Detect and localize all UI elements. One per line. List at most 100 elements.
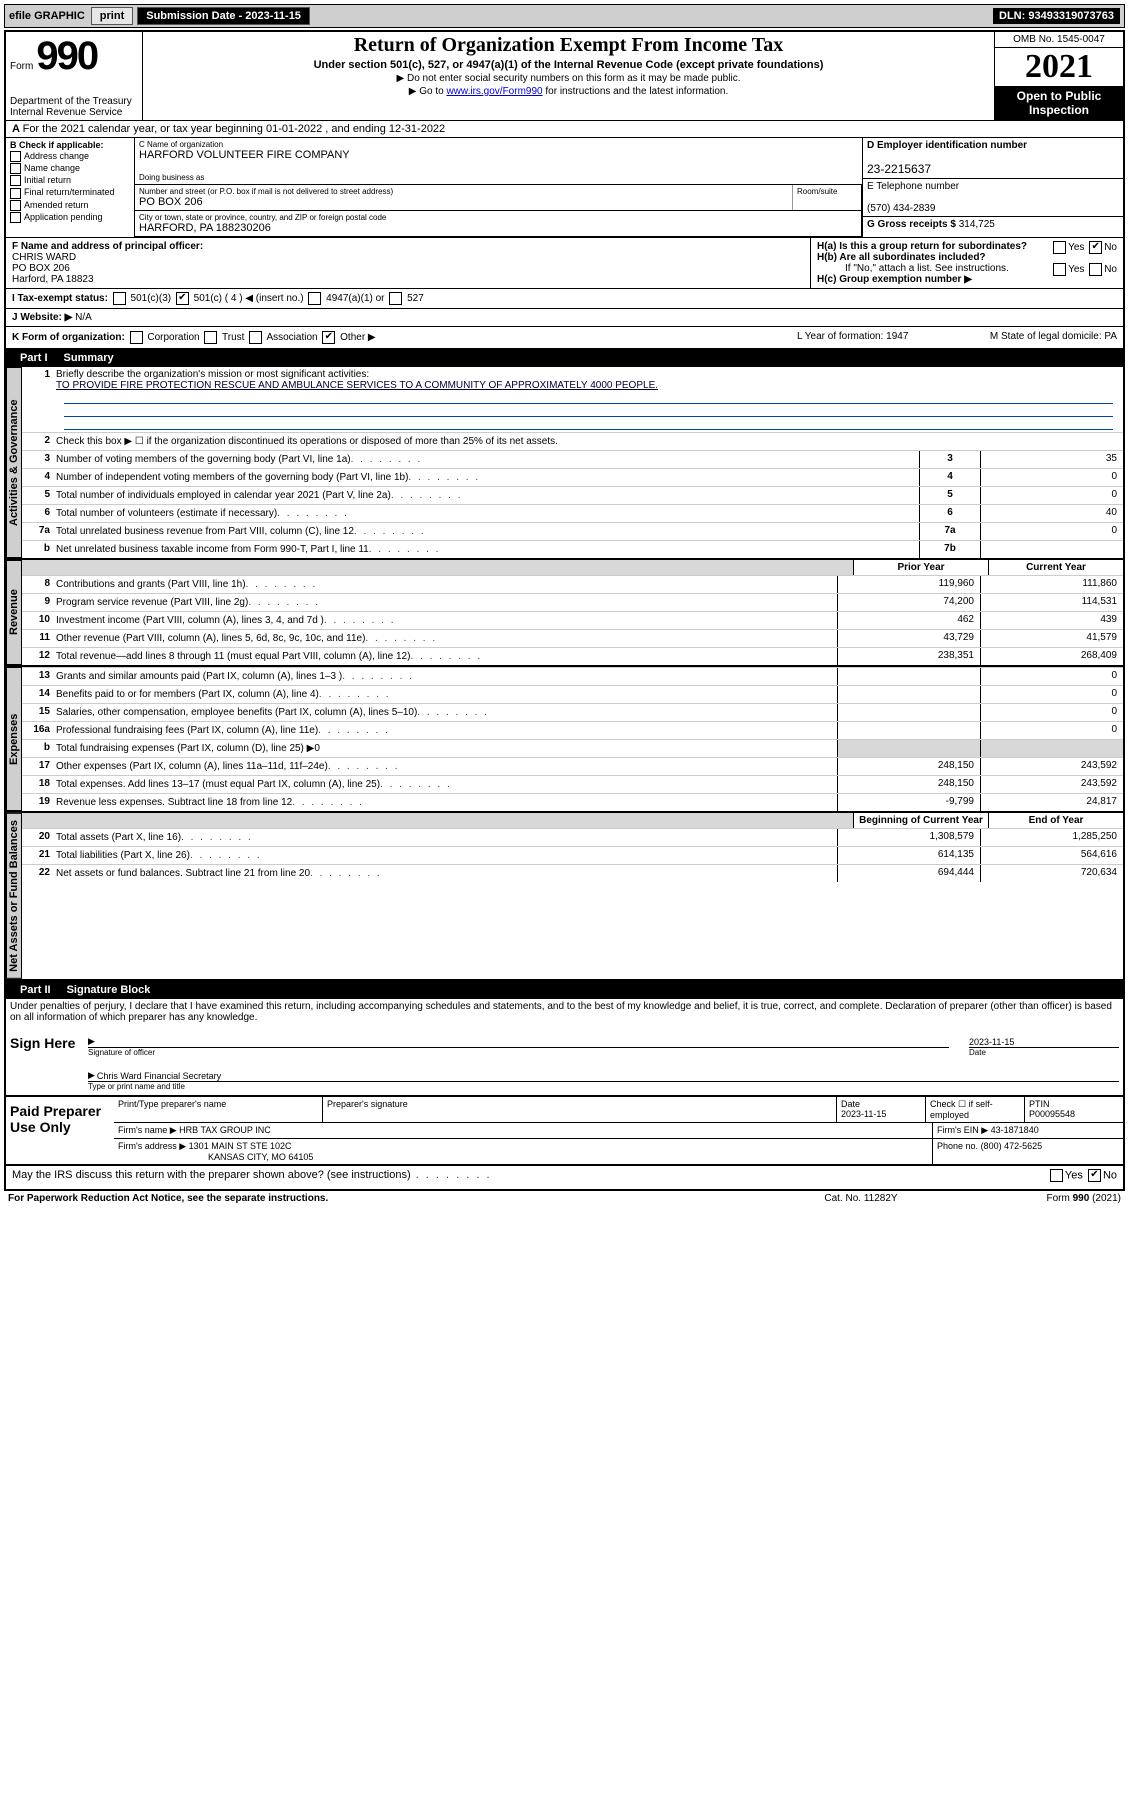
chk-501c3[interactable] (113, 292, 126, 305)
h-c-label: H(c) Group exemption number ▶ (817, 274, 972, 285)
note2-post: for instructions and the latest informat… (543, 86, 729, 97)
chk-address[interactable]: Address change (10, 151, 130, 162)
omb-number: OMB No. 1545-0047 (995, 32, 1123, 48)
row-j: J Website: ▶ N/A (6, 309, 1123, 327)
officer-addr1: PO BOX 206 (12, 263, 70, 274)
chk-other[interactable] (322, 331, 335, 344)
gov-row: 3 Number of voting members of the govern… (22, 450, 1123, 468)
row-f-h: F Name and address of principal officer:… (6, 238, 1123, 289)
org-name-box: C Name of organization HARFORD VOLUNTEER… (135, 138, 862, 185)
efile-label: efile GRAPHIC (9, 10, 85, 22)
signature-block: Sign Here Signature of officer 2023-11-1… (6, 1025, 1123, 1097)
dept-treasury: Department of the Treasury Internal Reve… (10, 96, 132, 118)
paid-preparer-block: Paid Preparer Use Only Print/Type prepar… (6, 1097, 1123, 1165)
address-box: Number and street (or P.O. box if mail i… (135, 185, 862, 211)
submission-date: Submission Date - 2023-11-15 (137, 7, 310, 25)
gov-row: 5 Total number of individuals employed i… (22, 486, 1123, 504)
open-to-public: Open to Public Inspection (995, 86, 1123, 120)
table-row: 19 Revenue less expenses. Subtract line … (22, 793, 1123, 811)
city-label: City or town, state or province, country… (139, 213, 857, 222)
firm-addr-label: Firm's address ▶ (118, 1141, 186, 1151)
section-expenses: Expenses 13 Grants and similar amounts p… (6, 667, 1123, 813)
officer-name: CHRIS WARD (12, 252, 76, 263)
part-1-header: Part I Summary (6, 349, 1123, 367)
dln-value: DLN: 93493319073763 (993, 8, 1120, 24)
chk-4947[interactable] (308, 292, 321, 305)
sign-here-label: Sign Here (6, 1025, 84, 1095)
part-1-title: Summary (64, 352, 114, 364)
col-b-checkboxes: B Check if applicable: Address change Na… (6, 138, 135, 237)
principal-officer: F Name and address of principal officer:… (6, 238, 810, 288)
table-row: 11 Other revenue (Part VIII, column (A),… (22, 629, 1123, 647)
footer-right: Form 990 (2021) (961, 1193, 1121, 1204)
suite-label: Room/suite (797, 187, 857, 196)
tab-net-assets: Net Assets or Fund Balances (6, 813, 22, 979)
501c-insert: 501(c) ( 4 ) ◀ (insert no.) (194, 293, 304, 304)
mission-text: TO PROVIDE FIRE PROTECTION RESCUE AND AM… (56, 380, 658, 391)
officer-signature-line[interactable] (88, 1029, 949, 1048)
col-begin: Beginning of Current Year (853, 813, 988, 828)
discuss-no[interactable] (1088, 1169, 1101, 1182)
chk-pending[interactable]: Application pending (10, 212, 130, 223)
firm-addr1: 1301 MAIN ST STE 102C (189, 1141, 292, 1151)
section-net-assets: Net Assets or Fund Balances Beginning of… (6, 813, 1123, 981)
gross-value: 314,725 (959, 219, 995, 230)
chk-name[interactable]: Name change (10, 163, 130, 174)
firm-addr2: KANSAS CITY, MO 64105 (208, 1152, 313, 1162)
l1-label: Briefly describe the organization's miss… (56, 369, 369, 380)
table-row: 16a Professional fundraising fees (Part … (22, 721, 1123, 739)
website-value: N/A (75, 312, 92, 323)
chk-527[interactable] (389, 292, 402, 305)
officer-label: F Name and address of principal officer: (12, 241, 203, 252)
type-name-label: Type or print name and title (88, 1082, 1119, 1091)
formation-year: L Year of formation: 1947 (797, 331, 947, 344)
chk-amended[interactable]: Amended return (10, 200, 130, 211)
table-row: 21 Total liabilities (Part X, line 26) 6… (22, 846, 1123, 864)
name-title-line: Chris Ward Financial Secretary (88, 1063, 1119, 1082)
table-row: 17 Other expenses (Part IX, column (A), … (22, 757, 1123, 775)
table-row: 15 Salaries, other compensation, employe… (22, 703, 1123, 721)
addr-label: Number and street (or P.O. box if mail i… (139, 187, 788, 196)
ptin-value: P00095548 (1029, 1109, 1075, 1119)
table-row: 9 Program service revenue (Part VIII, li… (22, 593, 1123, 611)
chk-initial[interactable]: Initial return (10, 175, 130, 186)
table-row: b Total fundraising expenses (Part IX, c… (22, 739, 1123, 757)
form-header: Form 990 Department of the Treasury Inte… (6, 32, 1123, 121)
footer-left: For Paperwork Reduction Act Notice, see … (8, 1193, 761, 1204)
firm-phone-label: Phone no. (937, 1141, 978, 1151)
col-right: D Employer identification number 23-2215… (862, 138, 1123, 237)
ein-label: D Employer identification number (867, 140, 1027, 151)
status-label: I Tax-exempt status: (12, 293, 108, 304)
gross-receipts-box: G Gross receipts $ 314,725 (863, 217, 1123, 232)
chk-assoc[interactable] (249, 331, 262, 344)
print-button[interactable]: print (91, 7, 133, 25)
form-title: Return of Organization Exempt From Incom… (149, 34, 988, 57)
paid-preparer-label: Paid Preparer Use Only (6, 1097, 114, 1164)
org-name-value: HARFORD VOLUNTEER FIRE COMPANY (139, 149, 858, 161)
row-i: I Tax-exempt status: 501(c)(3) 501(c) ( … (6, 289, 1123, 309)
phone-box: E Telephone number (570) 434-2839 (863, 179, 1123, 217)
top-bar: efile GRAPHIC print Submission Date - 20… (4, 4, 1125, 28)
discuss-yes[interactable] (1050, 1169, 1063, 1182)
rev-col-head: Prior Year Current Year (22, 560, 1123, 575)
table-row: 12 Total revenue—add lines 8 through 11 … (22, 647, 1123, 665)
gov-row: b Net unrelated business taxable income … (22, 540, 1123, 558)
ein-value: 23-2215637 (867, 162, 931, 176)
dba-label: Doing business as (139, 173, 858, 182)
h-b-label: H(b) Are all subordinates included? (817, 252, 986, 263)
chk-corp[interactable] (130, 331, 143, 344)
l2-text: Check this box ▶ ☐ if the organization d… (54, 433, 1123, 450)
chk-final[interactable]: Final return/terminated (10, 187, 130, 198)
domicile-state: M State of legal domicile: PA (947, 331, 1117, 344)
part-2-header: Part II Signature Block (6, 981, 1123, 999)
firm-phone: (800) 472-5625 (981, 1141, 1043, 1151)
pt-check[interactable]: Check ☐ if self-employed (926, 1097, 1025, 1122)
sig-officer-label: Signature of officer (88, 1048, 949, 1057)
table-row: 10 Investment income (Part VIII, column … (22, 611, 1123, 629)
irs-link[interactable]: www.irs.gov/Form990 (446, 86, 542, 97)
header-center: Return of Organization Exempt From Incom… (143, 32, 994, 120)
declaration-text: Under penalties of perjury, I declare th… (6, 999, 1123, 1025)
chk-trust[interactable] (204, 331, 217, 344)
chk-501c[interactable] (176, 292, 189, 305)
ein-box: D Employer identification number 23-2215… (863, 138, 1123, 179)
